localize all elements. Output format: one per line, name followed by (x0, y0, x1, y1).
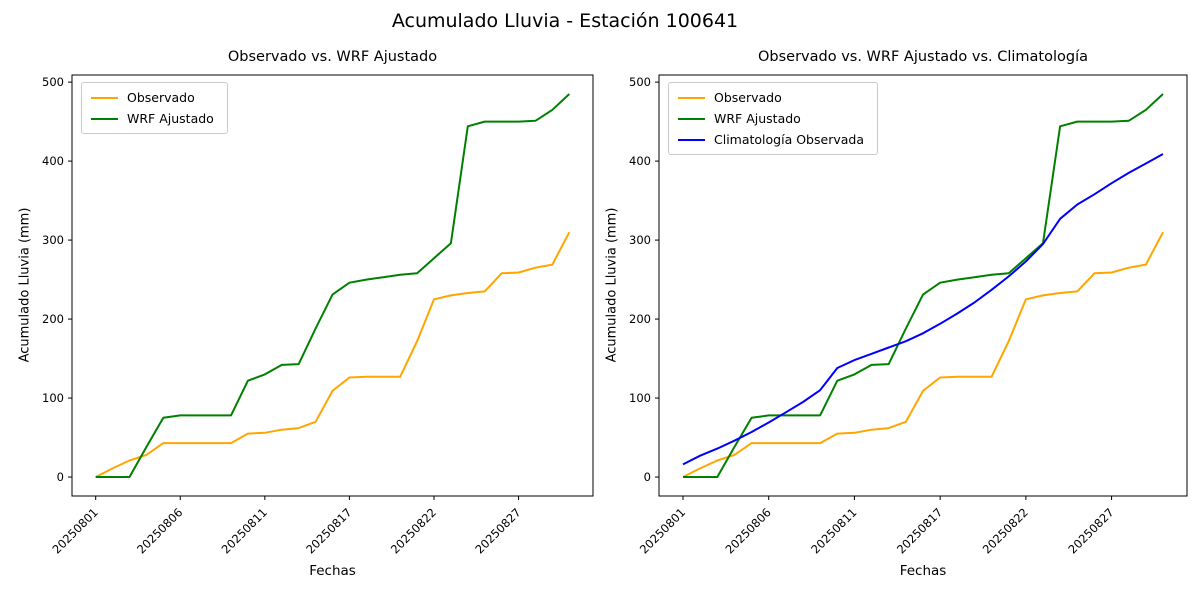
left-y-tick-label: 200 (42, 312, 64, 326)
left-y-tick-label: 0 (57, 470, 64, 484)
right-series-line-observado (682, 231, 1164, 478)
left-legend-swatch-observado (91, 96, 118, 99)
right-y-tick-label: 500 (629, 75, 651, 89)
left-legend-label-observado: Observado (127, 90, 195, 105)
left-x-tick-label: 20250827 (472, 505, 523, 556)
left-legend-item-observado: Observado (91, 90, 214, 105)
left-y-tick-label: 100 (42, 391, 64, 405)
right-x-axis-label: Fechas (899, 563, 947, 579)
left-legend-item-wrf-ajustado: WRF Ajustado (91, 111, 214, 126)
right-legend-swatch-wrf-ajustado (678, 117, 705, 120)
right-legend-label-wrf-ajustado: WRF Ajustado (714, 111, 801, 126)
left-legend-label-wrf-ajustado: WRF Ajustado (127, 111, 214, 126)
left-x-tick-label: 20250801 (50, 505, 101, 556)
right-legend-item-climatologia-observada: Climatología Observada (678, 132, 864, 147)
right-y-tick-label: 300 (629, 233, 651, 247)
left-x-axis-label: Fechas (309, 563, 356, 579)
right-legend-label-observado: Observado (714, 90, 782, 105)
right-y-tick-label: 400 (629, 154, 651, 168)
right-legend-item-observado: Observado (678, 90, 864, 105)
right-x-tick-label: 20250801 (637, 505, 688, 556)
right-x-tick-label: 20250811 (808, 505, 859, 556)
right-legend: Observado WRF Ajustado Climatología Observ… (668, 82, 878, 155)
right-y-tick-label: 0 (644, 470, 651, 484)
left-legend-swatch-wrf-ajustado (91, 117, 118, 120)
right-legend-swatch-observado (678, 96, 705, 99)
right-x-tick-label: 20250806 (723, 505, 774, 556)
right-x-tick-label: 20250817 (894, 505, 945, 556)
right-x-tick-label: 20250822 (980, 505, 1031, 556)
right-axes-spines (658, 74, 1188, 497)
left-y-tick-label: 300 (42, 233, 64, 247)
right-y-tick-label: 200 (629, 312, 651, 326)
left-y-tick-label: 400 (42, 154, 64, 168)
left-x-tick-label: 20250822 (388, 505, 439, 556)
right-legend-item-wrf-ajustado: WRF Ajustado (678, 111, 864, 126)
left-chart-title: Observado vs. WRF Ajustado (227, 49, 438, 65)
left-x-tick-label: 20250811 (219, 505, 270, 556)
left-y-tick-label: 500 (42, 75, 64, 89)
left-series-line-observado (95, 231, 571, 478)
left-series-line-wrf-ajustado (95, 93, 570, 478)
right-series-line-wrf-ajustado (683, 93, 1164, 478)
right-x-tick-label: 20250827 (1065, 505, 1116, 556)
left-legend: Observado WRF Ajustado (81, 82, 228, 134)
left-x-tick-label: 20250817 (303, 505, 354, 556)
right-y-tick-label: 100 (629, 391, 651, 405)
right-legend-swatch-climatologia-observada (678, 138, 705, 141)
left-axes-spines (71, 74, 594, 497)
right-chart-title: Observado vs. WRF Ajustado vs. Climatolo… (758, 49, 1088, 65)
right-legend-label-climatologia-observada: Climatología Observada (714, 132, 864, 147)
right-series-line-climatologia-observada (682, 153, 1164, 466)
left-x-tick-label: 20250806 (134, 505, 185, 556)
figure-suptitle: Acumulado Lluvia - Estación 100641 (391, 10, 739, 32)
